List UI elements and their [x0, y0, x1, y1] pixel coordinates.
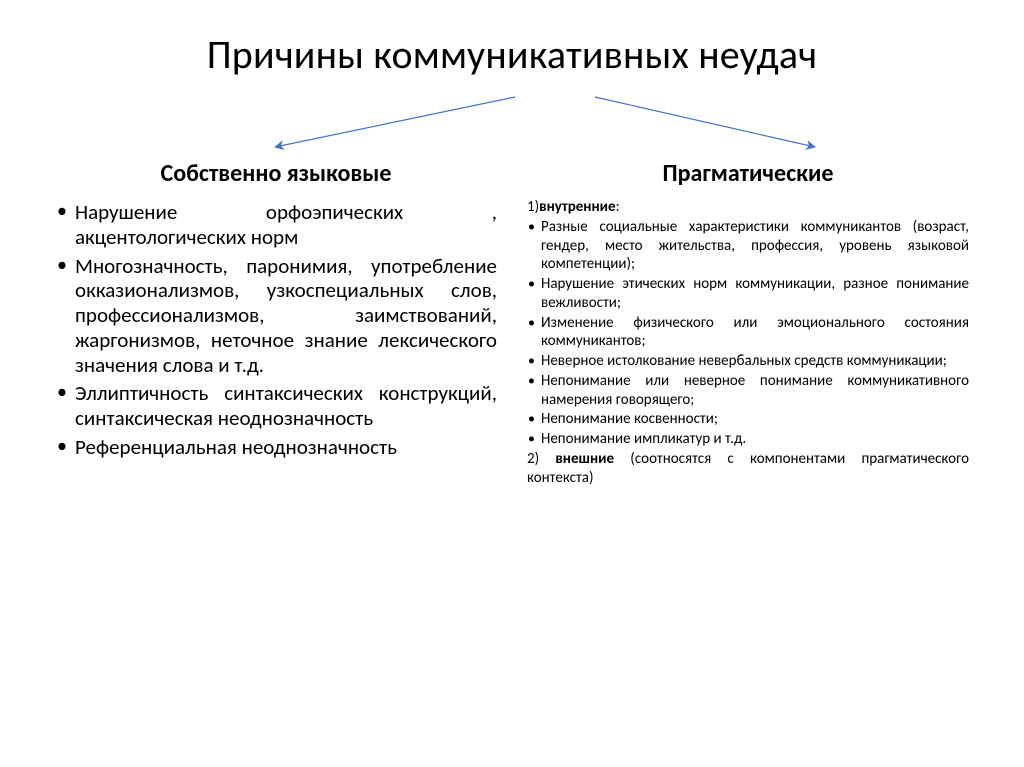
section-2-num: 2): [527, 450, 555, 468]
section-2-label: внешние: [555, 450, 614, 468]
list-item: Изменение физического или эмоционального…: [527, 314, 969, 352]
section-1-colon: :: [616, 198, 620, 216]
list-item: Многозначность, паронимия, употребление …: [55, 254, 497, 378]
right-heading: Прагматические: [527, 159, 969, 188]
list-item: Эллиптичность синтаксических конструкций…: [55, 381, 497, 431]
left-list: Нарушение орфоэпических , акцентологичес…: [55, 200, 497, 460]
left-heading: Собственно языковые: [55, 159, 497, 188]
section-1-num: 1): [527, 198, 539, 216]
arrow-right: [595, 97, 815, 147]
section-1-label: внутренние: [539, 198, 615, 216]
list-item: Непонимание импликатур и т.д.: [527, 430, 969, 449]
right-column: Прагматические 1)внутренние: Разные соци…: [527, 159, 969, 488]
arrow-left: [275, 97, 515, 147]
right-list: Разные социальные характеристики коммуни…: [527, 218, 969, 449]
arrows-diagram: [55, 89, 969, 159]
list-item: Нарушение этических норм коммуникации, р…: [527, 275, 969, 313]
section-2: 2) внешние (соотносятся с компонентами п…: [527, 450, 969, 488]
list-item: Разные социальные характеристики коммуни…: [527, 218, 969, 274]
list-item: Референциальная неоднозначность: [55, 435, 497, 460]
section-1-header: 1)внутренние:: [527, 198, 969, 217]
list-item: Непонимание косвенности;: [527, 410, 969, 429]
left-column: Собственно языковые Нарушение орфоэпичес…: [55, 159, 497, 488]
list-item: Непонимание или неверное понимание комму…: [527, 372, 969, 410]
list-item: Нарушение орфоэпических , акцентологичес…: [55, 200, 497, 250]
list-item: Неверное истолкование невербальных средс…: [527, 352, 969, 371]
slide-title: Причины коммуникативных неудач: [55, 30, 969, 79]
